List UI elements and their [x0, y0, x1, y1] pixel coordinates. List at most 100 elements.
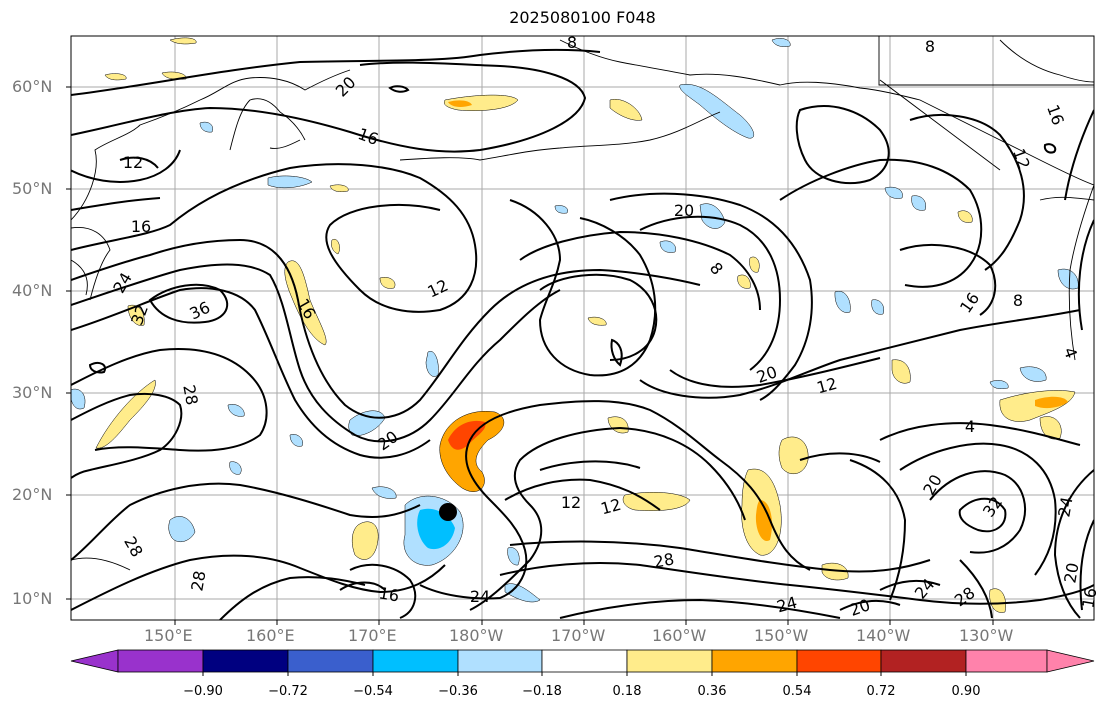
contour-label: 28: [179, 383, 201, 406]
warm-patch-core: [448, 100, 472, 107]
warm-patch: [749, 256, 760, 273]
warm-patch: [331, 238, 340, 255]
lat-label-10n: 10°N: [12, 589, 53, 608]
cool-patch: [199, 121, 213, 133]
colorbar-bin: [796, 649, 882, 673]
warm-patch: [1039, 416, 1062, 440]
contour-label: 8: [925, 37, 935, 56]
contour-label: 8: [1013, 291, 1023, 310]
colorbar-extend-low: [70, 649, 119, 673]
map-title: 2025080100 F048: [509, 8, 656, 27]
warm-patch-core: [755, 500, 772, 541]
lat-label-30n: 30°N: [12, 383, 53, 402]
cool-patch: [227, 404, 245, 417]
cool-patch: [659, 240, 676, 253]
lat-label-40n: 40°N: [12, 281, 53, 300]
cool-patch: [1019, 366, 1047, 382]
contour-label: 32: [979, 493, 1006, 521]
colorbar-tick-label: 0.18: [612, 684, 642, 699]
lon-label-150e: 150°E: [144, 626, 193, 645]
cool-patch: [871, 299, 884, 315]
cool-patch: [771, 38, 791, 47]
contour-label: 16: [1078, 586, 1100, 609]
contour-label: 8: [567, 33, 577, 52]
cool-patch: [699, 203, 726, 229]
contour-label: 16: [1043, 102, 1068, 128]
warm-patch: [989, 588, 1006, 613]
warm-patch: [169, 37, 197, 45]
warm-patch: [587, 316, 607, 326]
warm-patch: [957, 210, 973, 223]
warm-patch: [379, 277, 396, 289]
map-frame: [70, 35, 1095, 621]
colorbar-extend-high: [1046, 649, 1095, 673]
warm-patch: [778, 436, 809, 475]
warm-patch-core: [1035, 396, 1068, 409]
storm-center-marker: [439, 503, 457, 521]
colorbar-bin: [117, 649, 204, 673]
cool-patch: [371, 486, 397, 499]
contour-label: 20: [919, 471, 946, 498]
warm-patch: [609, 98, 643, 121]
warm-patch: [821, 562, 849, 581]
cool-patch: [834, 290, 851, 313]
contour-labels: 8 8 20 16 12 16 24 32 36 28 16 12 20 20 …: [109, 33, 1100, 620]
colorbar-tick-label: −0.18: [522, 684, 562, 699]
cool-patch: [267, 175, 313, 189]
shaded-field: [71, 37, 1079, 613]
contour-label: 20: [674, 201, 694, 220]
cool-patch: [168, 516, 196, 543]
contour-label: 24: [775, 593, 800, 617]
cool-patch: [229, 461, 242, 475]
contour-label: 28: [652, 549, 675, 571]
contour-label: 24: [470, 587, 490, 606]
axis-ticks: [66, 86, 994, 625]
contour-label: 20: [332, 73, 360, 101]
lon-label-150w: 150°W: [754, 626, 809, 645]
lat-label-20n: 20°N: [12, 485, 53, 504]
cool-patch: [989, 380, 1009, 389]
colorbar-bin: [541, 649, 628, 673]
warm-patch: [104, 73, 127, 81]
contour-label: 28: [120, 533, 147, 560]
warm-patch: [95, 379, 156, 449]
colorbar-ticks: [202, 672, 967, 676]
contour-label: 28: [951, 583, 979, 610]
contour-label: 36: [187, 298, 213, 324]
warm-patch-core: [448, 420, 486, 450]
warm-patch: [351, 521, 379, 560]
colorbar-tick-label: 0.54: [782, 684, 812, 699]
contour-label: 16: [377, 583, 400, 605]
colorbar-bin: [626, 649, 713, 673]
colorbar-tick-label: −0.36: [438, 684, 478, 699]
lon-label-160w: 160°W: [652, 626, 707, 645]
contour-label: 12: [425, 276, 451, 302]
warm-patch: [284, 260, 327, 346]
colorbar-bin: [202, 649, 289, 673]
contour-label: 16: [355, 124, 381, 149]
warm-patch: [607, 416, 629, 434]
colorbar-bin: [711, 649, 798, 673]
warm-patch: [891, 359, 911, 384]
cool-patch: [911, 195, 926, 211]
colorbar-bin: [457, 649, 543, 673]
contour-label: 12: [599, 495, 624, 519]
cool-patch: [554, 205, 568, 214]
colorbar-tick-label: −0.72: [268, 684, 308, 699]
lon-label-160e: 160°E: [246, 626, 295, 645]
contour-label: 4: [965, 417, 975, 436]
coastlines: [71, 36, 1094, 571]
contour-label: 8: [706, 259, 727, 279]
colorbar-bin: [965, 649, 1048, 673]
contour-label: 12: [1009, 146, 1034, 172]
cool-patch: [425, 350, 439, 377]
lon-label-180w: 180°W: [449, 626, 504, 645]
contour-label: 24: [109, 269, 136, 296]
colorbar-bin: [287, 649, 374, 673]
contour-label: 12: [815, 374, 840, 398]
contour-label: 24: [1054, 495, 1076, 518]
lon-label-170e: 170°E: [348, 626, 397, 645]
lat-label-50n: 50°N: [12, 179, 53, 198]
contour-label: 20: [374, 427, 402, 454]
